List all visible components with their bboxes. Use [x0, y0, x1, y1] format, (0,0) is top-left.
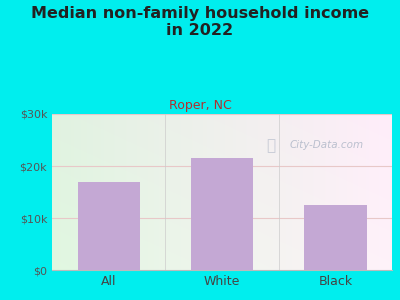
Bar — [191, 158, 253, 270]
Text: City-Data.com: City-Data.com — [290, 140, 364, 150]
Text: ⦿: ⦿ — [266, 138, 275, 153]
Text: Median non-family household income
in 2022: Median non-family household income in 20… — [31, 6, 369, 38]
Bar — [78, 182, 140, 270]
Bar — [304, 205, 366, 270]
Text: Roper, NC: Roper, NC — [169, 99, 231, 112]
